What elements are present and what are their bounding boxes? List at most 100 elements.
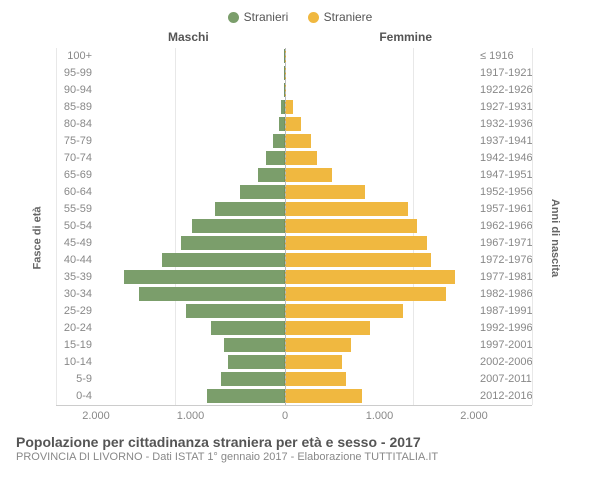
age-label: 60-64 bbox=[56, 186, 96, 198]
bar-female bbox=[285, 134, 311, 148]
pyramid-row: 75-791937-1941 bbox=[56, 133, 532, 150]
bar-cell bbox=[96, 201, 474, 218]
center-line bbox=[285, 65, 286, 82]
age-label: 5-9 bbox=[56, 373, 96, 385]
bar-female bbox=[285, 389, 362, 403]
bar-female bbox=[285, 117, 301, 131]
pyramid-row: 70-74 1942-1946 bbox=[56, 150, 532, 167]
x-tick: 0 bbox=[282, 410, 288, 422]
center-line bbox=[285, 286, 286, 303]
bar-cell bbox=[96, 354, 474, 371]
birth-year-label: 1977-1981 bbox=[474, 271, 532, 283]
center-line bbox=[285, 116, 286, 133]
pyramid-row: 0-4 2012-2016 bbox=[56, 388, 532, 405]
bar-male bbox=[273, 134, 285, 148]
bar-male bbox=[266, 151, 285, 165]
birth-year-label: 1932-1936 bbox=[474, 118, 532, 130]
bar-cell bbox=[96, 116, 474, 133]
age-label: 10-14 bbox=[56, 356, 96, 368]
bar-cell bbox=[96, 218, 474, 235]
center-line bbox=[285, 150, 286, 167]
pyramid-row: 45-491967-1971 bbox=[56, 235, 532, 252]
bar-male bbox=[207, 389, 285, 403]
bar-cell bbox=[96, 303, 474, 320]
age-label: 25-29 bbox=[56, 305, 96, 317]
center-line bbox=[285, 99, 286, 116]
birth-year-label: 1927-1931 bbox=[474, 101, 532, 113]
age-label: 80-84 bbox=[56, 118, 96, 130]
age-label: 30-34 bbox=[56, 288, 96, 300]
pyramid-row: 35-391977-1981 bbox=[56, 269, 532, 286]
bar-female bbox=[285, 304, 403, 318]
center-line bbox=[285, 218, 286, 235]
bar-female bbox=[285, 151, 317, 165]
birth-year-label: 1922-1926 bbox=[474, 84, 532, 96]
legend: Stranieri Straniere bbox=[8, 10, 592, 26]
bar-cell bbox=[96, 133, 474, 150]
pyramid-rows: 100+≤ 191695-991917-192190-941922-192685… bbox=[56, 48, 532, 406]
col-title-female: Femmine bbox=[379, 30, 432, 44]
bar-female bbox=[285, 236, 427, 250]
bar-cell bbox=[96, 320, 474, 337]
birth-year-label: 1972-1976 bbox=[474, 254, 532, 266]
pyramid-row: 90-941922-1926 bbox=[56, 82, 532, 99]
bar-female bbox=[285, 253, 431, 267]
bar-male bbox=[221, 372, 285, 386]
age-label: 0-4 bbox=[56, 390, 96, 402]
center-line bbox=[285, 201, 286, 218]
pyramid-row: 80-84 1932-1936 bbox=[56, 116, 532, 133]
birth-year-label: 1992-1996 bbox=[474, 322, 532, 334]
birth-year-label: 2002-2006 bbox=[474, 356, 532, 368]
chart-footer: Popolazione per cittadinanza straniera p… bbox=[8, 434, 592, 463]
bar-female bbox=[285, 270, 455, 284]
pyramid-row: 40-441972-1976 bbox=[56, 252, 532, 269]
bar-male bbox=[139, 287, 285, 301]
bar-female bbox=[285, 185, 365, 199]
legend-swatch-male bbox=[228, 12, 239, 23]
bar-female bbox=[285, 168, 332, 182]
age-label: 70-74 bbox=[56, 152, 96, 164]
bar-male bbox=[258, 168, 285, 182]
age-label: 50-54 bbox=[56, 220, 96, 232]
bar-female bbox=[285, 338, 351, 352]
center-line bbox=[285, 303, 286, 320]
x-tick: 2.000 bbox=[460, 410, 488, 422]
bar-cell bbox=[96, 184, 474, 201]
bar-cell bbox=[96, 82, 474, 99]
birth-year-label: 1997-2001 bbox=[474, 339, 532, 351]
bar-cell bbox=[96, 167, 474, 184]
birth-year-label: 1947-1951 bbox=[474, 169, 532, 181]
pyramid-row: 10-14 2002-2006 bbox=[56, 354, 532, 371]
bar-female bbox=[285, 202, 408, 216]
bar-male bbox=[181, 236, 285, 250]
chart-title: Popolazione per cittadinanza straniera p… bbox=[16, 434, 584, 450]
center-line bbox=[285, 371, 286, 388]
y-axis-label-left: Fasce di età bbox=[31, 206, 43, 269]
age-label: 65-69 bbox=[56, 169, 96, 181]
bar-male bbox=[224, 338, 285, 352]
bar-male bbox=[240, 185, 285, 199]
bar-cell bbox=[96, 48, 474, 65]
center-line bbox=[285, 388, 286, 405]
x-tick: 1.000 bbox=[366, 410, 394, 422]
legend-item-male: Stranieri bbox=[228, 10, 289, 24]
birth-year-label: 1937-1941 bbox=[474, 135, 532, 147]
birth-year-label: 1952-1956 bbox=[474, 186, 532, 198]
bar-female bbox=[285, 100, 293, 114]
age-label: 55-59 bbox=[56, 203, 96, 215]
age-label: 85-89 bbox=[56, 101, 96, 113]
pyramid-row: 55-59 1957-1961 bbox=[56, 201, 532, 218]
birth-year-label: 1942-1946 bbox=[474, 152, 532, 164]
plot-area: Fasce di età Anni di nascita 100+≤ 19169… bbox=[8, 48, 592, 428]
birth-year-label: 1957-1961 bbox=[474, 203, 532, 215]
center-line bbox=[285, 337, 286, 354]
bar-female bbox=[285, 321, 370, 335]
center-line bbox=[285, 184, 286, 201]
birth-year-label: 2012-2016 bbox=[474, 390, 532, 402]
age-label: 20-24 bbox=[56, 322, 96, 334]
center-line bbox=[285, 269, 286, 286]
bar-cell bbox=[96, 252, 474, 269]
center-line bbox=[285, 167, 286, 184]
x-tick: 1.000 bbox=[177, 410, 205, 422]
gridline bbox=[532, 48, 533, 405]
